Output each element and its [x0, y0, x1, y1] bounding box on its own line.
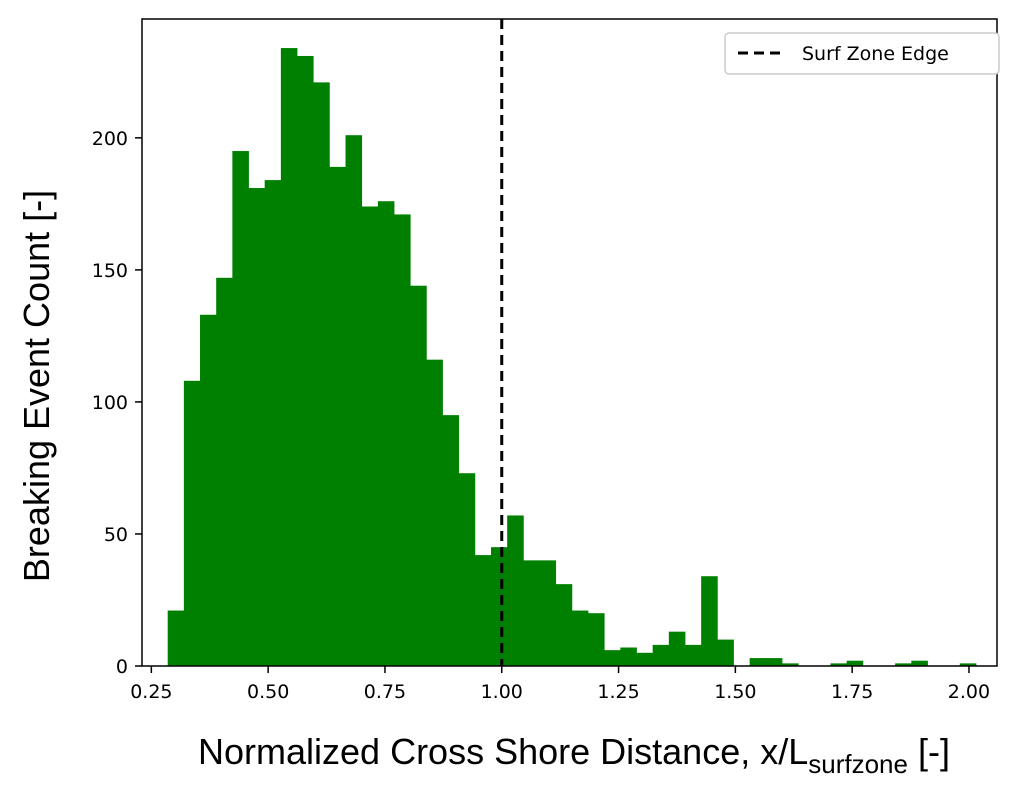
x-axis-label: Normalized Cross Shore Distance, x/Lsurf… [198, 731, 950, 779]
histogram-bar [636, 652, 654, 666]
x-tick-label: 1.25 [597, 681, 639, 703]
histogram-bar [523, 560, 540, 666]
histogram-bar [167, 610, 185, 666]
y-tick-label: 0 [116, 656, 128, 678]
histogram-bar [668, 631, 686, 666]
x-tick-label: 1.50 [714, 681, 756, 703]
histogram-bar [588, 613, 605, 666]
histogram-bar [652, 644, 670, 666]
histogram-bar [620, 647, 637, 666]
histogram-bar [458, 473, 476, 666]
legend: Surf Zone Edge [724, 32, 1000, 75]
x-tick-label: 0.50 [247, 681, 289, 703]
histogram-bar [377, 201, 395, 667]
histogram-bar [959, 663, 977, 666]
x-axis-label-subscript: surfzone [808, 749, 908, 779]
histogram-bar [426, 359, 443, 666]
histogram-bar [361, 206, 379, 666]
histogram-bar [264, 180, 282, 667]
histogram-bars [167, 48, 977, 667]
histogram-bar [232, 151, 249, 666]
legend-box [724, 32, 1000, 75]
x-tick-label: 1.00 [481, 681, 523, 703]
y-tick-label: 200 [92, 128, 128, 150]
histogram-bar [701, 576, 718, 666]
x-axis-label-main: Normalized Cross Shore Distance, x/L [198, 731, 808, 772]
x-tick-label: 0.25 [130, 681, 172, 703]
histogram-bar [571, 610, 589, 666]
histogram-bar [200, 314, 217, 666]
histogram-bar [781, 663, 799, 666]
x-tick-label: 0.75 [364, 681, 406, 703]
histogram-bar [604, 650, 621, 666]
y-tick-label: 50 [104, 524, 128, 546]
histogram-bar [329, 166, 346, 666]
legend-label: Surf Zone Edge [802, 43, 949, 65]
x-tick-label: 2.00 [948, 681, 990, 703]
y-axis-label: Breaking Event Count [-] [16, 190, 57, 582]
histogram-bar [846, 660, 864, 666]
x-tick-label: 1.75 [831, 681, 873, 703]
histogram-bar [442, 415, 460, 666]
plot-frame [141, 18, 998, 667]
y-axis-ticks: 0 50 100 150 200 [92, 128, 142, 678]
histogram-bar [491, 547, 508, 666]
histogram-bar [216, 277, 233, 666]
histogram-bar [410, 285, 427, 666]
histogram-bar [507, 515, 524, 666]
histogram-bar [345, 135, 363, 666]
histogram-bar [539, 560, 557, 666]
histogram-bar [911, 660, 928, 666]
histogram-bar [248, 188, 266, 666]
histogram-bar [555, 584, 573, 666]
histogram-bar [297, 55, 314, 666]
histogram-bar [183, 380, 201, 666]
histogram-bar [830, 663, 848, 666]
histogram-bar [717, 639, 734, 666]
histogram-bar [394, 214, 411, 666]
x-axis-ticks: 0.25 0.50 0.75 1.00 1.25 1.50 1.75 2.00 [130, 666, 990, 703]
histogram-bar [313, 82, 330, 667]
y-tick-label: 100 [92, 392, 128, 414]
histogram-bar [749, 658, 767, 666]
histogram-bar [765, 658, 783, 666]
histogram-bar [280, 48, 298, 667]
histogram-bar [684, 644, 702, 666]
x-axis-label-suffix: [-] [908, 731, 950, 772]
histogram-bar [474, 555, 492, 666]
y-tick-label: 150 [92, 260, 128, 282]
histogram-bar [895, 663, 912, 666]
